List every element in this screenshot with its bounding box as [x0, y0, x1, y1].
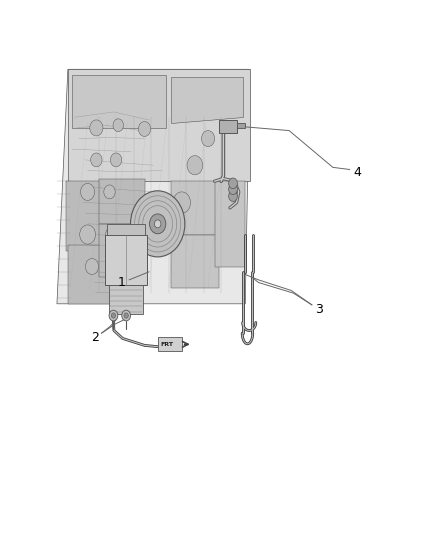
Text: 3: 3: [315, 303, 323, 316]
Polygon shape: [171, 77, 243, 123]
Circle shape: [173, 192, 191, 213]
Polygon shape: [57, 69, 250, 304]
Circle shape: [129, 226, 143, 243]
Circle shape: [155, 220, 161, 228]
Circle shape: [111, 313, 116, 318]
Polygon shape: [237, 123, 245, 128]
Polygon shape: [107, 224, 145, 235]
Polygon shape: [171, 235, 219, 288]
Circle shape: [104, 185, 115, 199]
Circle shape: [110, 259, 123, 274]
Circle shape: [90, 120, 103, 136]
Polygon shape: [72, 75, 166, 128]
Circle shape: [110, 153, 122, 167]
Polygon shape: [99, 224, 140, 277]
Text: 2: 2: [92, 332, 99, 344]
Circle shape: [138, 122, 151, 136]
Circle shape: [113, 119, 124, 132]
Polygon shape: [105, 235, 147, 285]
Polygon shape: [66, 181, 101, 251]
Text: 1: 1: [118, 276, 126, 289]
Circle shape: [81, 183, 95, 200]
Polygon shape: [219, 120, 237, 133]
Circle shape: [130, 260, 141, 273]
Circle shape: [91, 153, 102, 167]
Circle shape: [229, 184, 237, 195]
Text: FRT: FRT: [160, 342, 173, 347]
Circle shape: [149, 214, 166, 234]
Circle shape: [229, 178, 237, 189]
Circle shape: [109, 310, 118, 321]
Circle shape: [106, 227, 118, 242]
Polygon shape: [171, 181, 219, 235]
Circle shape: [229, 191, 237, 201]
Polygon shape: [68, 245, 118, 304]
Circle shape: [131, 191, 185, 257]
Polygon shape: [109, 285, 143, 314]
Polygon shape: [158, 337, 182, 351]
Polygon shape: [99, 179, 145, 224]
Polygon shape: [68, 69, 250, 181]
Circle shape: [80, 225, 95, 244]
Circle shape: [122, 310, 131, 321]
Circle shape: [124, 313, 128, 318]
Circle shape: [201, 131, 215, 147]
Polygon shape: [215, 181, 245, 266]
Circle shape: [187, 156, 203, 175]
Text: 4: 4: [353, 166, 361, 179]
Circle shape: [85, 259, 99, 274]
